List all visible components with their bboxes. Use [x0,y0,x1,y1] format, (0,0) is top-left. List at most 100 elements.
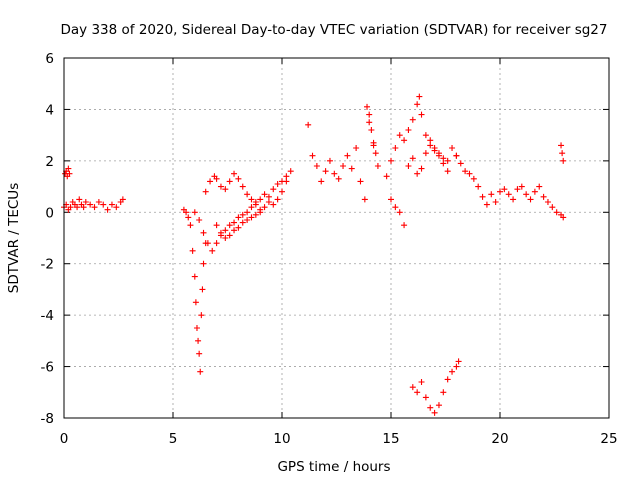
data-point [536,183,543,190]
data-point [213,175,220,182]
data-point [431,409,438,416]
data-point [414,389,421,396]
data-point [257,209,264,216]
data-point [414,101,421,108]
data-point [388,157,394,164]
data-point [518,183,525,190]
data-point [353,145,360,151]
data-point [65,165,72,172]
data-point [440,389,447,396]
data-point [244,191,251,198]
data-point [374,163,381,169]
data-point [187,222,194,229]
x-tick-label: 10 [273,431,290,447]
data-point [235,175,242,182]
data-point [422,394,429,401]
data-point [199,286,206,293]
data-point [80,204,87,211]
data-point [113,204,120,211]
y-tick-label: 2 [45,154,54,170]
y-tick-label: -6 [41,360,54,376]
data-point [427,142,434,149]
data-point [431,145,438,151]
data-point [492,199,499,205]
data-point [87,201,94,208]
data-point [198,312,205,319]
data-point [235,224,242,231]
chart-title: Day 338 of 2020, Sidereal Day-to-day VTE… [61,22,608,38]
data-point [322,168,329,175]
data-point [100,201,107,208]
data-point [453,363,460,370]
data-point [195,337,202,344]
data-point [466,170,473,177]
data-point [357,178,364,185]
data-point [366,119,373,126]
data-point [193,325,200,331]
data-point [239,211,246,218]
plot-frame [63,57,610,419]
data-point [191,273,198,280]
data-point [348,165,355,172]
data-point [483,201,490,208]
data-point [409,384,416,391]
data-point [213,222,220,229]
data-point [252,211,259,218]
data-point [422,132,429,139]
data-point [244,217,251,223]
data-point [416,93,423,100]
data-point [331,170,338,177]
data-point [261,204,268,211]
data-points [61,93,567,416]
data-point [405,127,412,133]
data-point [418,111,425,118]
data-point [76,196,83,203]
data-point [202,188,209,195]
data-point [435,402,442,409]
data-point [388,196,394,203]
y-tick-label: 0 [45,205,54,221]
data-point [252,199,259,205]
data-point [531,188,538,195]
data-point [244,209,251,216]
data-point [560,157,567,164]
data-point [287,168,294,175]
data-point [470,175,477,182]
data-point [409,116,416,123]
data-point [270,186,277,193]
data-point [257,196,264,203]
data-point [457,160,464,167]
data-point [204,240,211,247]
data-point [418,379,425,385]
data-point [427,137,434,144]
data-point [95,199,102,205]
data-point [191,209,198,216]
data-point [305,121,312,128]
data-point [82,199,89,205]
data-point [196,217,203,223]
data-point [553,209,560,216]
data-point [527,196,534,203]
y-tick-label: 6 [45,51,54,67]
data-point [455,358,462,365]
data-point [366,111,373,118]
data-point [248,196,255,203]
data-point [192,299,199,306]
data-point [270,201,277,208]
data-point [514,186,521,193]
data-point [405,163,412,169]
data-point [559,150,566,157]
data-point [209,247,216,254]
data-point [372,150,379,157]
data-point [189,247,196,254]
data-point [414,170,421,177]
data-point [505,191,512,198]
data-point [222,235,229,241]
x-tick-label: 20 [491,431,508,447]
data-point [440,155,447,162]
data-point [370,139,377,146]
x-tick-label: 0 [60,431,69,447]
data-point [488,191,495,198]
data-point [435,152,442,159]
data-point [558,142,565,149]
